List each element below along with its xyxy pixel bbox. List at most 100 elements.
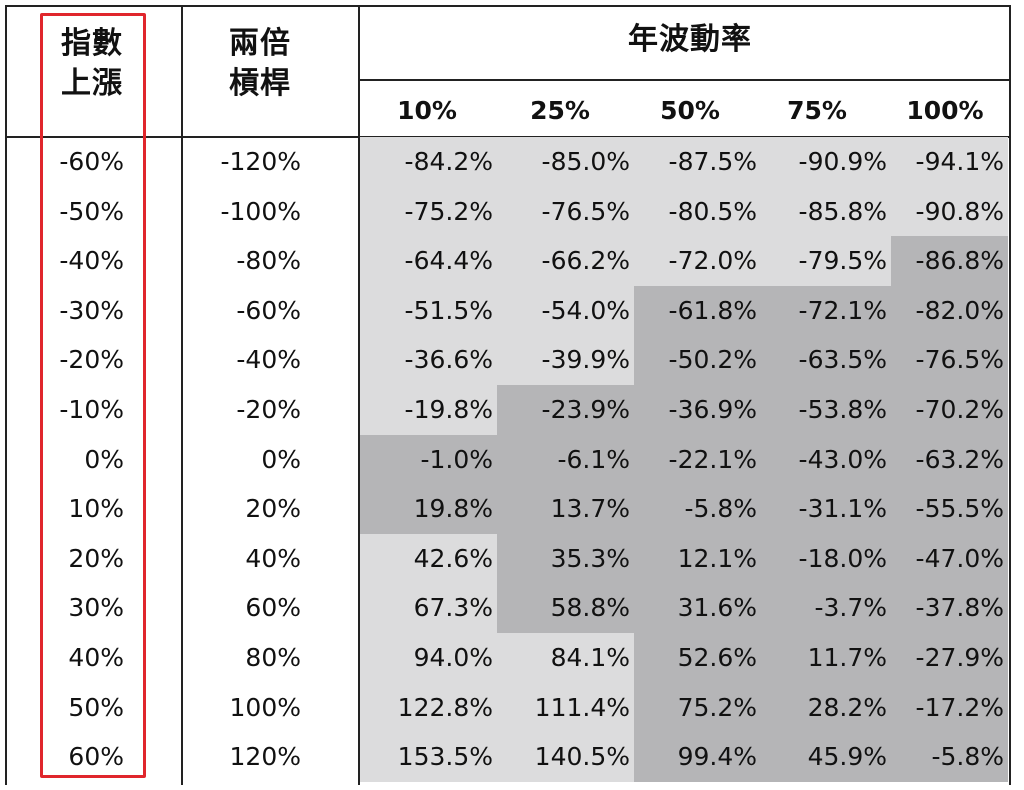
cell-volatility-75pct: -90.9%: [761, 137, 891, 188]
cell-index-rise: 50%: [68, 692, 124, 722]
cell-volatility-10pct: 94.0%: [360, 633, 497, 684]
col-divider-2: [358, 7, 360, 785]
cell-volatility-100pct: -76.5%: [891, 335, 1008, 386]
cell-volatility-75pct: -72.1%: [761, 285, 891, 336]
cell-double-leverage: 120%: [229, 742, 301, 772]
cell-volatility-100pct: -37.8%: [891, 583, 1008, 634]
cell-index-rise: -10%: [59, 395, 124, 424]
cell-volatility-100pct: -5.8%: [891, 732, 1008, 783]
cell-volatility-75pct: -79.5%: [761, 236, 891, 287]
header-annual-volatility: 年波動率: [628, 22, 752, 57]
cell-volatility-50pct: 99.4%: [634, 732, 761, 783]
cell-volatility-100pct: -86.8%: [891, 236, 1008, 287]
cell-volatility-25pct: -76.5%: [497, 186, 634, 237]
cell-index-rise: 20%: [68, 543, 124, 573]
cell-volatility-100pct: -90.8%: [891, 186, 1008, 237]
cell-volatility-25pct: 35.3%: [497, 533, 634, 584]
header-index-rise: 指數 上漲: [42, 24, 142, 104]
cell-double-leverage: 80%: [245, 643, 301, 672]
cell-volatility-25pct: -39.9%: [497, 335, 634, 386]
cell-volatility-10pct: 19.8%: [360, 484, 497, 535]
cell-double-leverage: 20%: [245, 494, 301, 524]
cell-index-rise: -30%: [59, 295, 124, 325]
cell-volatility-75pct: -85.8%: [761, 186, 891, 237]
cell-volatility-10pct: -64.4%: [360, 236, 497, 287]
cell-double-leverage: 100%: [229, 692, 301, 722]
header-index-rise-line1: 指數: [61, 26, 123, 61]
cell-index-rise: -20%: [59, 345, 124, 375]
cell-volatility-100pct: -63.2%: [891, 434, 1008, 485]
header-bottom-rule: [7, 136, 1011, 138]
cell-volatility-10pct: -19.8%: [360, 385, 497, 436]
cell-index-rise: 40%: [68, 643, 124, 672]
cell-volatility-100pct: -55.5%: [891, 484, 1008, 535]
cell-volatility-50pct: -36.9%: [634, 385, 761, 436]
cell-volatility-25pct: 84.1%: [497, 633, 634, 684]
cell-volatility-75pct: 28.2%: [761, 682, 891, 733]
cell-volatility-75pct: -18.0%: [761, 533, 891, 584]
cell-volatility-50pct: 31.6%: [634, 583, 761, 634]
header-index-rise-line2: 上漲: [61, 66, 123, 101]
cell-volatility-50pct: -80.5%: [634, 186, 761, 237]
vol-header-50: 50%: [660, 96, 720, 125]
cell-double-leverage: -20%: [236, 395, 301, 424]
cell-index-rise: -40%: [59, 246, 124, 276]
cell-volatility-25pct: 13.7%: [497, 484, 634, 535]
header-double-leverage: 兩倍 槓桿: [200, 24, 320, 104]
cell-index-rise: -60%: [59, 147, 124, 176]
cell-double-leverage: 0%: [261, 444, 301, 474]
index-rise-highlight-box: [40, 13, 146, 778]
cell-double-leverage: -100%: [220, 196, 302, 226]
cell-volatility-75pct: -3.7%: [761, 583, 891, 634]
cell-volatility-10pct: 67.3%: [360, 583, 497, 634]
cell-volatility-50pct: -50.2%: [634, 335, 761, 386]
cell-index-rise: 60%: [68, 742, 124, 772]
cell-volatility-10pct: -75.2%: [360, 186, 497, 237]
cell-volatility-50pct: 12.1%: [634, 533, 761, 584]
vol-header-75: 75%: [787, 96, 847, 125]
cell-double-leverage: -40%: [236, 345, 301, 375]
cell-volatility-50pct: -72.0%: [634, 236, 761, 287]
cell-volatility-75pct: -43.0%: [761, 434, 891, 485]
cell-volatility-10pct: -84.2%: [360, 137, 497, 188]
cell-index-rise: 30%: [68, 593, 124, 623]
cell-volatility-10pct: 42.6%: [360, 533, 497, 584]
cell-volatility-10pct: -51.5%: [360, 285, 497, 336]
cell-volatility-100pct: -82.0%: [891, 285, 1008, 336]
cell-volatility-25pct: -66.2%: [497, 236, 634, 287]
cell-index-rise: -50%: [59, 196, 124, 226]
cell-index-rise: 0%: [84, 444, 124, 474]
cell-index-rise: 10%: [68, 494, 124, 524]
cell-volatility-25pct: -23.9%: [497, 385, 634, 436]
volatility-header-rule: [358, 79, 1011, 81]
header-double-leverage-line1: 兩倍: [229, 26, 291, 61]
cell-volatility-75pct: 11.7%: [761, 633, 891, 684]
header-double-leverage-line2: 槓桿: [229, 66, 291, 101]
col-divider-1: [181, 7, 183, 785]
table-frame: [5, 5, 1011, 785]
cell-volatility-10pct: -1.0%: [360, 434, 497, 485]
cell-volatility-100pct: -94.1%: [891, 137, 1008, 188]
cell-volatility-50pct: 75.2%: [634, 682, 761, 733]
cell-volatility-50pct: -87.5%: [634, 137, 761, 188]
cell-volatility-100pct: -70.2%: [891, 385, 1008, 436]
cell-volatility-50pct: -5.8%: [634, 484, 761, 535]
cell-volatility-50pct: 52.6%: [634, 633, 761, 684]
cell-double-leverage: -60%: [236, 295, 301, 325]
vol-header-25: 25%: [530, 96, 590, 125]
cell-double-leverage: 60%: [245, 593, 301, 623]
cell-volatility-25pct: -54.0%: [497, 285, 634, 336]
cell-volatility-100pct: -27.9%: [891, 633, 1008, 684]
vol-header-10: 10%: [397, 96, 457, 125]
cell-volatility-50pct: -61.8%: [634, 285, 761, 336]
cell-volatility-75pct: 45.9%: [761, 732, 891, 783]
cell-volatility-25pct: 140.5%: [497, 732, 634, 783]
cell-double-leverage: -80%: [236, 246, 301, 276]
vol-header-100: 100%: [906, 96, 984, 125]
cell-volatility-10pct: 122.8%: [360, 682, 497, 733]
cell-volatility-75pct: -31.1%: [761, 484, 891, 535]
cell-volatility-25pct: -6.1%: [497, 434, 634, 485]
cell-volatility-50pct: -22.1%: [634, 434, 761, 485]
cell-volatility-100pct: -17.2%: [891, 682, 1008, 733]
cell-volatility-10pct: 153.5%: [360, 732, 497, 783]
